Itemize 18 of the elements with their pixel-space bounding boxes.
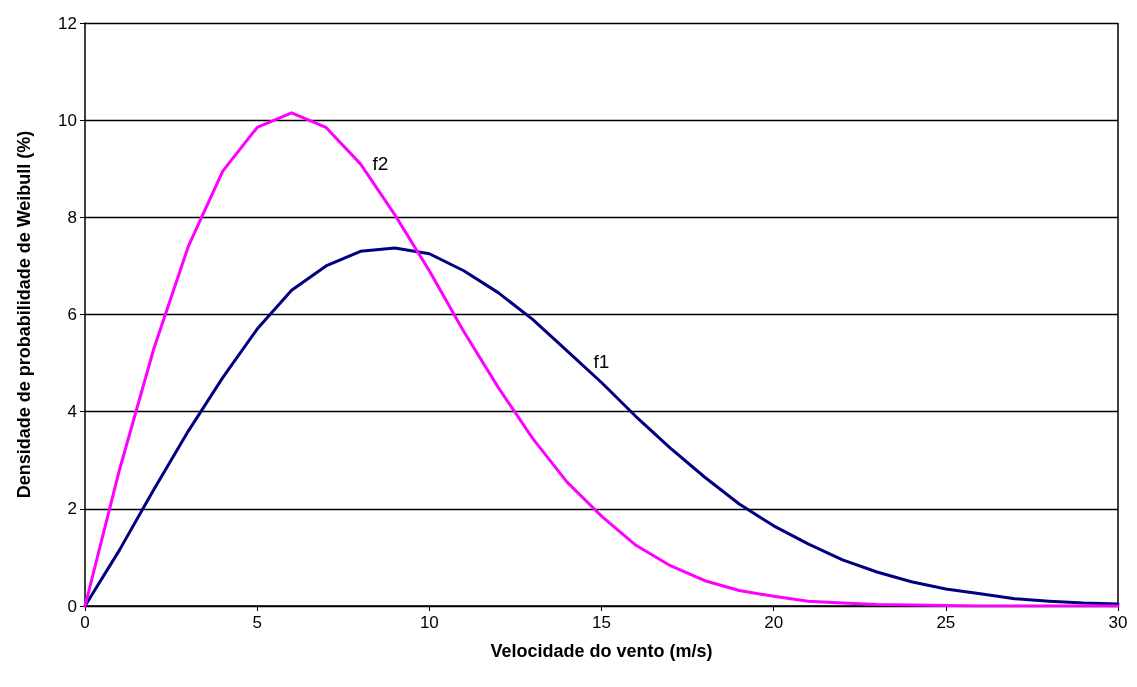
y-tick-label: 6 — [67, 305, 77, 324]
x-axis-title: Velocidade do vento (m/s) — [490, 641, 713, 661]
y-axis-title: Densidade de probabilidade de Weibull (%) — [14, 130, 34, 499]
x-tick-label: 10 — [419, 613, 439, 632]
y-tick-label: 10 — [58, 110, 77, 130]
x-tick-label: 30 — [1108, 613, 1128, 632]
y-tick-label: 8 — [67, 207, 77, 227]
series-label: f1 — [593, 350, 610, 372]
x-tick-label: 15 — [592, 613, 611, 632]
y-tick-label: 12 — [58, 13, 77, 33]
y-tick-label: 2 — [67, 499, 77, 519]
y-tick-label: 0 — [67, 596, 77, 616]
x-tick-label: 5 — [252, 613, 262, 632]
x-tick-label: 25 — [936, 613, 956, 632]
x-tick-label: 0 — [80, 613, 90, 632]
series-label: f2 — [372, 153, 389, 175]
x-tick-label: 20 — [764, 613, 784, 632]
y-tick-label: 4 — [67, 402, 77, 422]
